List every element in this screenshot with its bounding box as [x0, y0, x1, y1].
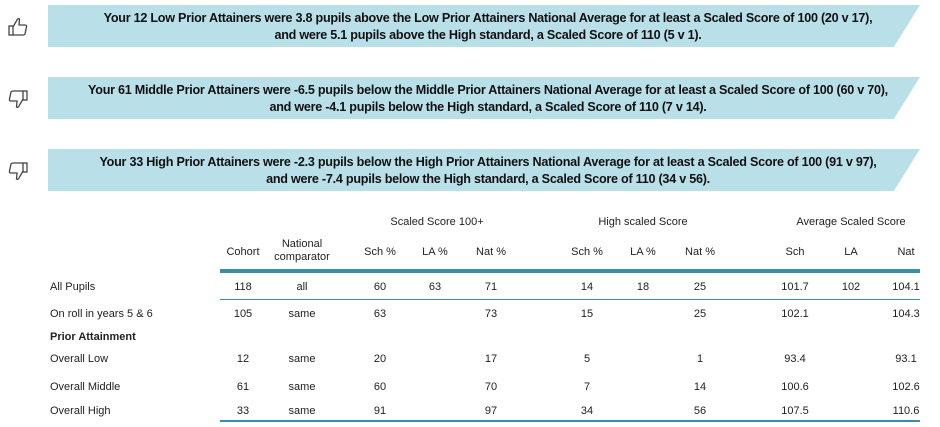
- table-cell: 17: [484, 353, 498, 365]
- table-cell: 71: [484, 281, 498, 293]
- banner-text: and were -7.4 pupils below the High stan…: [266, 172, 710, 186]
- message-banner: Your 12 Low Prior Attainers were 3.8 pup…: [48, 5, 920, 47]
- column-header: Sch %: [364, 246, 396, 258]
- banner-text: Your 61 Middle Prior Attainers were -6.5…: [88, 83, 888, 97]
- table-cell: 56: [693, 405, 707, 417]
- table-cell: 70: [484, 381, 498, 393]
- column-header: National comparator: [274, 238, 330, 263]
- table-cell: 102: [841, 281, 861, 293]
- table-cell: 100.6: [781, 381, 809, 393]
- table-cell: 63: [373, 308, 387, 320]
- table-cell: 101.7: [781, 281, 809, 293]
- row-label: Overall Low: [50, 353, 109, 365]
- table-cell: 14: [693, 381, 707, 393]
- column-header: LA %: [630, 246, 656, 258]
- thumbs-down-icon: [8, 162, 28, 180]
- table-cell: 1: [696, 353, 704, 365]
- column-header: Cohort: [226, 246, 260, 258]
- table-cell: 93.1: [895, 353, 917, 365]
- banner-text: Your 33 High Prior Attainers were -2.3 p…: [99, 155, 877, 169]
- column-header: Sch %: [571, 246, 603, 258]
- table-cell: 104.3: [892, 308, 920, 320]
- row-label: Overall Middle: [50, 381, 121, 393]
- column-header: Nat: [897, 246, 915, 258]
- header-rule: [220, 269, 920, 273]
- table-cell: 7: [583, 381, 591, 393]
- thumbs-up-icon: [8, 18, 28, 36]
- row-label: Prior Attainment: [50, 331, 136, 343]
- table-cell: 33: [236, 405, 250, 417]
- table-cell: 34: [580, 405, 594, 417]
- table-cell: 73: [484, 308, 498, 320]
- group-header: Scaled Score 100+: [390, 216, 484, 228]
- banner-text: Your 12 Low Prior Attainers were 3.8 pup…: [103, 11, 873, 25]
- column-header: Sch: [785, 246, 805, 258]
- message-banner: Your 61 Middle Prior Attainers were -6.5…: [48, 77, 920, 119]
- group-header: Average Scaled Score: [796, 216, 906, 228]
- message-banner: Your 33 High Prior Attainers were -2.3 p…: [48, 149, 920, 191]
- table-cell: 110.6: [892, 405, 920, 417]
- group-header: High scaled Score: [598, 216, 688, 228]
- banner-text: and were 5.1 pupils above the High stand…: [274, 28, 702, 42]
- table-cell: same: [288, 381, 316, 393]
- table-cell: 25: [693, 281, 707, 293]
- row-label: All Pupils: [50, 281, 96, 293]
- table-cell: 104.1: [892, 281, 920, 293]
- table-cell: 15: [580, 308, 594, 320]
- row-label: On roll in years 5 & 6: [50, 308, 153, 320]
- table-cell: same: [288, 308, 316, 320]
- bottom-rule: [220, 420, 920, 422]
- table-cell: all: [296, 281, 308, 293]
- row-rule: [220, 299, 920, 300]
- table-cell: same: [288, 353, 316, 365]
- table-cell: 25: [693, 308, 707, 320]
- table-cell: same: [288, 405, 316, 417]
- column-header: Nat %: [685, 246, 715, 258]
- table-cell: 12: [236, 353, 250, 365]
- table-cell: 61: [236, 381, 250, 393]
- table-cell: 60: [373, 381, 387, 393]
- row-label: Overall High: [50, 405, 111, 417]
- banner-text: and were -4.1 pupils below the High stan…: [269, 100, 707, 114]
- column-header: Nat %: [476, 246, 506, 258]
- thumbs-down-icon: [8, 90, 28, 108]
- column-header: LA %: [422, 246, 448, 258]
- table-cell: 91: [373, 405, 387, 417]
- table-cell: 102.6: [892, 381, 920, 393]
- table-cell: 105: [233, 308, 253, 320]
- table-cell: 107.5: [781, 405, 809, 417]
- table-cell: 20: [373, 353, 387, 365]
- table-cell: 5: [583, 353, 591, 365]
- table-cell: 97: [484, 405, 498, 417]
- column-header: LA: [844, 246, 858, 258]
- table-cell: 93.4: [784, 353, 806, 365]
- table-cell: 63: [428, 281, 442, 293]
- table-cell: 118: [234, 281, 252, 293]
- table-cell: 14: [580, 281, 594, 293]
- table-cell: 102.1: [781, 308, 809, 320]
- table-cell: 18: [636, 281, 650, 293]
- table-cell: 60: [373, 281, 387, 293]
